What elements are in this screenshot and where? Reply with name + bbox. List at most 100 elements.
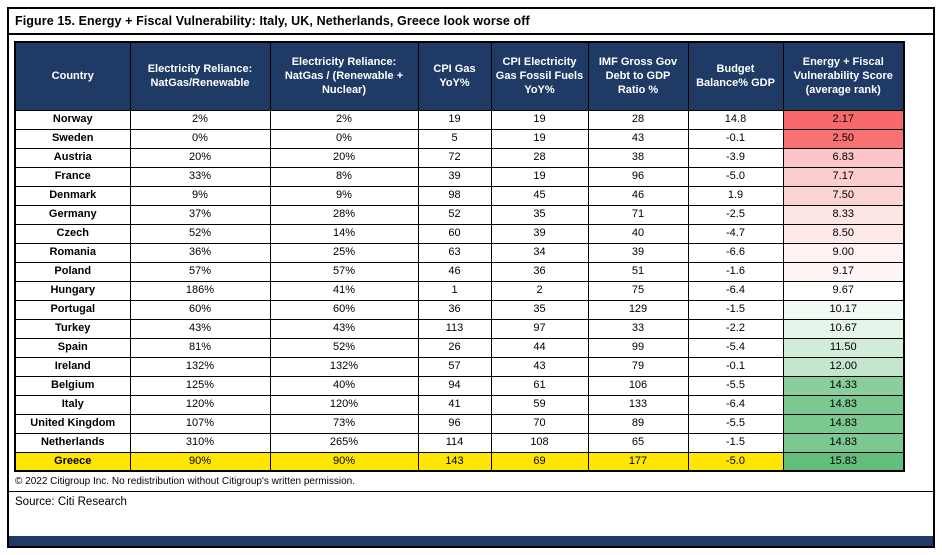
value-cell: 132% <box>269 356 419 377</box>
value-cell: 41 <box>417 394 492 415</box>
value-cell: 113 <box>417 318 492 339</box>
value-cell: 34 <box>490 242 589 263</box>
table-row: Denmark 9% 9% 98 45 46 1.9 7.50 <box>14 185 905 206</box>
table-row: United Kingdom 107% 73% 96 70 89 -5.5 14.83 <box>14 413 905 434</box>
value-cell: 38 <box>587 147 689 168</box>
value-cell: 71 <box>587 204 689 225</box>
value-cell: 120% <box>129 394 271 415</box>
value-cell: 9% <box>129 185 271 206</box>
value-cell: 99 <box>587 337 689 358</box>
value-cell: 45 <box>490 185 589 206</box>
value-cell: -1.6 <box>687 261 784 282</box>
value-cell: 70 <box>490 413 589 434</box>
score-cell: 12.00 <box>782 356 905 377</box>
value-cell: -5.5 <box>687 375 784 396</box>
country-cell: Poland <box>14 261 131 282</box>
value-cell: 57 <box>417 356 492 377</box>
source-text: Source: Citi Research <box>15 496 127 508</box>
value-cell: 0% <box>269 128 419 149</box>
value-cell: 20% <box>129 147 271 168</box>
value-cell: 51 <box>587 261 689 282</box>
value-cell: 79 <box>587 356 689 377</box>
value-cell: 125% <box>129 375 271 396</box>
value-cell: 36 <box>417 299 492 320</box>
value-cell: 69 <box>490 451 589 472</box>
value-cell: -6.4 <box>687 394 784 415</box>
value-cell: 75 <box>587 280 689 301</box>
value-cell: 28 <box>587 109 689 130</box>
table-row: Czech 52% 14% 60 39 40 -4.7 8.50 <box>14 223 905 244</box>
value-cell: -6.4 <box>687 280 784 301</box>
score-cell: 8.50 <box>782 223 905 244</box>
country-cell: Sweden <box>14 128 131 149</box>
value-cell: 96 <box>587 166 689 187</box>
score-cell: 14.83 <box>782 432 905 453</box>
table-row: Belgium 125% 40% 94 61 106 -5.5 14.33 <box>14 375 905 396</box>
value-cell: 40 <box>587 223 689 244</box>
value-cell: 43% <box>129 318 271 339</box>
column-header: CPI Gas YoY% <box>417 41 492 111</box>
value-cell: 37% <box>129 204 271 225</box>
table-row: Italy 120% 120% 41 59 133 -6.4 14.83 <box>14 394 905 415</box>
value-cell: 28% <box>269 204 419 225</box>
score-cell: 14.83 <box>782 413 905 434</box>
table-row: Portugal 60% 60% 36 35 129 -1.5 10.17 <box>14 299 905 320</box>
score-cell: 9.67 <box>782 280 905 301</box>
value-cell: -5.4 <box>687 337 784 358</box>
score-cell: 9.17 <box>782 261 905 282</box>
value-cell: 19 <box>490 128 589 149</box>
value-cell: 28 <box>490 147 589 168</box>
value-cell: 61 <box>490 375 589 396</box>
value-cell: -6.6 <box>687 242 784 263</box>
score-cell: 8.33 <box>782 204 905 225</box>
column-header: Energy + Fiscal Vulnerability Score (ave… <box>782 41 905 111</box>
value-cell: 132% <box>129 356 271 377</box>
table-row: Sweden 0% 0% 5 19 43 -0.1 2.50 <box>14 128 905 149</box>
value-cell: 9% <box>269 185 419 206</box>
country-cell: Turkey <box>14 318 131 339</box>
value-cell: 59 <box>490 394 589 415</box>
value-cell: 97 <box>490 318 589 339</box>
value-cell: 39 <box>490 223 589 244</box>
country-cell: Czech <box>14 223 131 244</box>
figure-title: Figure 15. Energy + Fiscal Vulnerability… <box>9 9 933 35</box>
value-cell: 60% <box>269 299 419 320</box>
column-header: Electricity Reliance: NatGas/Renewable <box>129 41 271 111</box>
table-row: Spain 81% 52% 26 44 99 -5.4 11.50 <box>14 337 905 358</box>
vulnerability-table: Country Electricity Reliance: NatGas/Rene… <box>14 41 905 472</box>
value-cell: 65 <box>587 432 689 453</box>
table-row: Ireland 132% 132% 57 43 79 -0.1 12.00 <box>14 356 905 377</box>
score-cell: 7.50 <box>782 185 905 206</box>
score-cell: 2.17 <box>782 109 905 130</box>
column-header: Electricity Reliance: NatGas / (Renewabl… <box>269 41 419 111</box>
table-row: Greece 90% 90% 143 69 177 -5.0 15.83 <box>14 451 905 472</box>
value-cell: 2% <box>129 109 271 130</box>
country-cell: Norway <box>14 109 131 130</box>
country-cell: Netherlands <box>14 432 131 453</box>
value-cell: 1.9 <box>687 185 784 206</box>
value-cell: 120% <box>269 394 419 415</box>
value-cell: 107% <box>129 413 271 434</box>
value-cell: 52% <box>269 337 419 358</box>
value-cell: 19 <box>490 109 589 130</box>
value-cell: 33% <box>129 166 271 187</box>
value-cell: -5.0 <box>687 166 784 187</box>
value-cell: 19 <box>490 166 589 187</box>
value-cell: 89 <box>587 413 689 434</box>
value-cell: 265% <box>269 432 419 453</box>
table-row: Norway 2% 2% 19 19 28 14.8 2.17 <box>14 109 905 130</box>
table-row: Austria 20% 20% 72 28 38 -3.9 6.83 <box>14 147 905 168</box>
value-cell: 81% <box>129 337 271 358</box>
value-cell: 35 <box>490 299 589 320</box>
value-cell: 73% <box>269 413 419 434</box>
value-cell: 25% <box>269 242 419 263</box>
table-row: Hungary 186% 41% 1 2 75 -6.4 9.67 <box>14 280 905 301</box>
value-cell: 0% <box>129 128 271 149</box>
table-body: Norway 2% 2% 19 19 28 14.8 2.17 Sweden 0% 0% 5 19 43-… <box>14 109 905 472</box>
value-cell: 19 <box>417 109 492 130</box>
value-cell: 143 <box>417 451 492 472</box>
value-cell: 108 <box>490 432 589 453</box>
value-cell: 8% <box>269 166 419 187</box>
score-cell: 15.83 <box>782 451 905 472</box>
